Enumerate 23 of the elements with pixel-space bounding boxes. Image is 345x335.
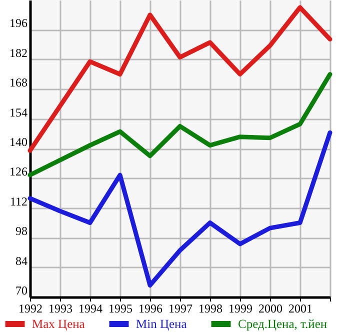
y-tick-label: 140	[10, 135, 28, 149]
x-tick-label: 1993	[48, 302, 72, 316]
y-tick-label: 126	[10, 164, 28, 179]
x-tick-label: 1994	[78, 302, 102, 316]
y-tick-label: 182	[10, 46, 28, 60]
y-tick-label: 168	[10, 76, 28, 90]
x-tick-label: 1999	[228, 302, 252, 316]
y-tick-label: 70	[16, 284, 28, 298]
x-tick-label: 1996	[138, 302, 162, 316]
y-tick-label: 98	[16, 224, 28, 238]
y-tick-label: 112	[10, 194, 28, 208]
x-tick-label: 2001	[288, 302, 312, 316]
legend-label: Сред.Цена, т.йен	[238, 317, 328, 331]
x-tick-label: 1992	[18, 302, 42, 316]
y-tick-label: 196	[10, 16, 28, 30]
legend-label: Max Цена	[32, 317, 86, 331]
legend-label: Min Цена	[136, 317, 188, 331]
y-tick-label: 154	[10, 105, 28, 120]
x-tick-label: 1995	[108, 302, 132, 316]
x-tick-label: 2000	[258, 302, 282, 316]
x-tick-label: 1998	[198, 302, 222, 316]
x-tick-label: 1997	[168, 302, 192, 316]
y-tick-label: 84	[16, 254, 28, 268]
